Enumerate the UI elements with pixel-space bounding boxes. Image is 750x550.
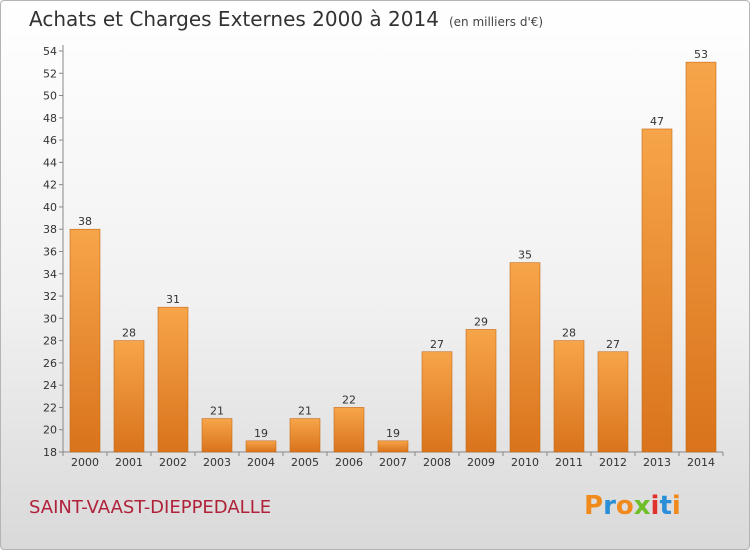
y-tick-label: 24 (43, 379, 57, 392)
x-tick-label-2008: 2008 (423, 456, 451, 469)
y-tick-label: 20 (43, 424, 57, 437)
y-tick-label: 38 (43, 223, 57, 236)
x-tick-label-2013: 2013 (643, 456, 671, 469)
bar-2013 (641, 128, 673, 453)
y-tick-label: 48 (43, 112, 57, 125)
x-tick-label-2005: 2005 (291, 456, 319, 469)
bar-2001 (113, 340, 145, 453)
y-tick-label: 44 (43, 156, 57, 169)
y-tick-label: 42 (43, 179, 57, 192)
chart-title-text: Achats et Charges Externes 2000 à 2014 (29, 7, 439, 31)
data-label-2014: 53 (694, 48, 708, 61)
data-label-2005: 21 (298, 405, 312, 418)
bar-2012 (597, 351, 629, 453)
y-tick-label: 32 (43, 290, 57, 303)
bar-2004 (245, 440, 277, 453)
bar-2003 (201, 418, 233, 453)
commune-name: SAINT-VAAST-DIEPPEDALLE (29, 497, 272, 518)
logo-letter: r (603, 491, 616, 521)
x-tick-label-2009: 2009 (467, 456, 495, 469)
y-tick-label: 40 (43, 201, 57, 214)
x-tick-label-2006: 2006 (335, 456, 363, 469)
bar-2002 (157, 306, 189, 453)
data-label-2004: 19 (254, 427, 268, 440)
data-label-2006: 22 (342, 393, 356, 406)
bar-2008 (421, 351, 453, 453)
data-label-2012: 27 (606, 338, 620, 351)
data-label-2007: 19 (386, 427, 400, 440)
data-label-2002: 31 (166, 293, 180, 306)
logo-letter: i (671, 491, 681, 521)
x-tick-label-2010: 2010 (511, 456, 539, 469)
data-label-2001: 28 (122, 327, 136, 340)
data-label-2010: 35 (518, 249, 532, 262)
bar-2007 (377, 440, 409, 453)
data-label-2008: 27 (430, 338, 444, 351)
x-tick-label-2014: 2014 (687, 456, 715, 469)
y-tick-label: 28 (43, 335, 57, 348)
x-tick-label-2007: 2007 (379, 456, 407, 469)
logo-letter: i (650, 491, 660, 521)
data-label-2003: 21 (210, 405, 224, 418)
proxiti-logo: Proxiti (584, 491, 681, 521)
y-tick-label: 46 (43, 134, 57, 147)
logo-letter: x (633, 491, 651, 521)
x-tick-label-2003: 2003 (203, 456, 231, 469)
bar-2010 (509, 262, 541, 453)
bar-2000 (69, 228, 101, 453)
data-label-2011: 28 (562, 327, 576, 340)
y-tick-label: 50 (43, 90, 57, 103)
chart-data-labels: 38 28 31 21 19 21 22 19 27 29 35 28 27 47 53 (78, 48, 708, 440)
y-tick-label: 30 (43, 312, 57, 325)
chart-bars (69, 61, 717, 453)
x-tick-label-2004: 2004 (247, 456, 275, 469)
y-tick-label: 18 (43, 446, 57, 459)
y-tick-label: 26 (43, 357, 57, 370)
bar-2014 (685, 61, 717, 453)
chart-y-tick-labels: 18 20 22 24 26 28 30 32 34 36 38 40 42 44 46 48 50 52 54 (43, 45, 57, 459)
x-tick-label-2001: 2001 (115, 456, 143, 469)
y-tick-label: 22 (43, 401, 57, 414)
y-tick-label: 52 (43, 67, 57, 80)
bar-2005 (289, 418, 321, 453)
x-tick-label-2000: 2000 (71, 456, 99, 469)
data-label-2013: 47 (650, 115, 664, 128)
x-tick-label-2002: 2002 (159, 456, 187, 469)
x-tick-label-2011: 2011 (555, 456, 583, 469)
y-tick-label: 54 (43, 45, 57, 58)
bar-2011 (553, 340, 585, 453)
logo-letter: o (615, 491, 634, 521)
chart-x-tick-labels: 2000 2001 2002 2003 2004 2005 2006 2007 2008 2009… (71, 456, 715, 469)
logo-letter: P (584, 491, 604, 521)
x-tick-label-2012: 2012 (599, 456, 627, 469)
bar-2006 (333, 407, 365, 453)
bar-2009 (465, 329, 497, 453)
chart-title: Achats et Charges Externes 2000 à 2014 (e… (29, 7, 543, 31)
logo-letter: t (659, 491, 672, 521)
data-label-2009: 29 (474, 315, 488, 328)
chart-unit: (en milliers d'€) (448, 15, 544, 29)
data-label-2000: 38 (78, 215, 92, 228)
y-tick-label: 36 (43, 246, 57, 259)
y-tick-label: 34 (43, 268, 57, 281)
